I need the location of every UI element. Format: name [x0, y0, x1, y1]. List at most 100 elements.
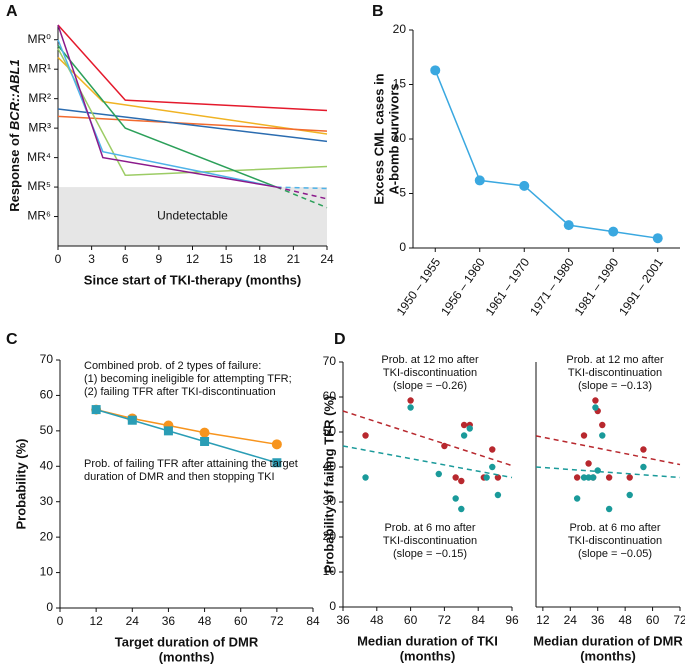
- x-tick-label: 12: [89, 614, 103, 628]
- x-tick-label: 72: [270, 614, 284, 628]
- point: [466, 425, 473, 432]
- annotation: Prob. of failing TFR after attaining the…: [84, 458, 298, 470]
- x-tick-label: 60: [404, 613, 418, 627]
- x-tick-label: 3: [88, 252, 95, 266]
- point: [626, 491, 633, 499]
- point: [585, 460, 592, 467]
- point: [519, 180, 530, 191]
- point: [580, 474, 588, 481]
- y-tick-label: 10: [323, 564, 337, 578]
- annotation: TKI-discontinuation: [383, 367, 477, 379]
- y-tick-label: MR⁶: [27, 209, 51, 223]
- y-tick-label: 30: [323, 494, 337, 508]
- point: [489, 463, 496, 471]
- y-tick-label: 0: [399, 240, 406, 254]
- x-tick-label: 12: [186, 252, 200, 266]
- y-axis-label-part: Response of: [7, 130, 22, 212]
- annotation: Prob. at 6 mo after: [384, 522, 475, 534]
- x-tick-label: 1961 – 1970: [483, 255, 533, 318]
- x-tick-label: 60: [646, 613, 660, 627]
- x-axis-label: (months): [580, 648, 636, 663]
- line: [57, 108, 328, 143]
- annotation: (slope = −0.15): [393, 548, 467, 560]
- y-tick-label: MR⁴: [27, 150, 51, 164]
- point: [91, 405, 101, 415]
- line: [276, 186, 328, 209]
- line: [57, 39, 277, 188]
- x-tick-label: 36: [336, 613, 350, 627]
- x-tick-label: 36: [591, 613, 605, 627]
- point: [494, 491, 502, 499]
- point: [441, 442, 448, 450]
- y-axis-label: Probability of failing TFR (%): [321, 396, 336, 574]
- annotation: duration of DMR and then stopping TKI: [84, 471, 275, 483]
- x-tick-label: 48: [370, 613, 384, 627]
- line: [57, 45, 277, 188]
- y-axis-label-part: BCR::ABL1: [7, 59, 22, 130]
- x-tick-label: 6: [122, 252, 129, 266]
- annotation: (slope = −0.05): [578, 548, 652, 560]
- point: [460, 432, 468, 439]
- panel-label: C: [6, 331, 18, 348]
- point: [589, 474, 597, 481]
- y-tick-label: 20: [393, 22, 407, 36]
- point: [605, 474, 613, 481]
- x-tick-label: 12: [536, 613, 550, 627]
- x-axis-label: Target duration of DMR: [115, 634, 259, 649]
- point: [458, 505, 465, 513]
- point: [592, 397, 599, 404]
- line: [57, 24, 328, 112]
- x-tick-label: 84: [472, 613, 486, 627]
- point: [563, 220, 574, 231]
- point: [407, 404, 414, 411]
- y-tick-label: 10: [40, 565, 54, 579]
- x-tick-label: 24: [126, 614, 140, 628]
- y-tick-label: MR⁵: [27, 179, 51, 193]
- point: [199, 427, 210, 438]
- line: [57, 115, 328, 132]
- point: [407, 397, 414, 404]
- point: [626, 474, 633, 481]
- y-tick-label: 50: [323, 424, 337, 438]
- point: [599, 421, 606, 429]
- y-tick-label: 60: [40, 388, 54, 402]
- point: [272, 458, 282, 468]
- x-tick-label: 48: [618, 613, 632, 627]
- x-tick-label: 1950 – 1955: [394, 255, 444, 318]
- point: [585, 474, 592, 481]
- annotation: Prob. at 6 mo after: [569, 522, 660, 534]
- point: [362, 432, 369, 439]
- y-tick-label: 15: [393, 77, 407, 91]
- x-tick-label: 1981 – 1990: [572, 255, 622, 318]
- x-tick-label: 72: [438, 613, 452, 627]
- trend-line: [535, 435, 681, 466]
- x-tick-label: 0: [57, 614, 64, 628]
- panel-label: B: [372, 3, 384, 20]
- x-tick-label: 9: [156, 252, 163, 266]
- x-tick-label: 1971 – 1980: [527, 255, 577, 318]
- x-axis-label: (months): [400, 648, 456, 663]
- point: [640, 463, 647, 471]
- point: [452, 495, 459, 502]
- shade-label: Undetectable: [157, 209, 228, 223]
- x-tick-label: 15: [219, 252, 233, 266]
- y-tick-label: MR²: [28, 91, 51, 105]
- trend-line: [535, 466, 681, 479]
- x-axis-label: Since start of TKI-therapy (months): [84, 272, 301, 287]
- y-tick-label: 60: [323, 389, 337, 403]
- y-axis-label: Response of BCR::ABL1: [7, 59, 22, 211]
- panel-label: D: [334, 331, 346, 348]
- point: [452, 474, 459, 481]
- x-tick-label: 24: [320, 252, 334, 266]
- x-tick-label: 36: [162, 614, 176, 628]
- line: [434, 70, 658, 239]
- y-tick-label: 70: [40, 352, 54, 366]
- x-tick-label: 1991 – 2001: [616, 255, 666, 318]
- point: [580, 432, 588, 439]
- y-tick-label: 40: [40, 458, 54, 472]
- annotation: (2) failing TFR after TKI-discontinuatio…: [84, 386, 276, 398]
- point: [605, 505, 613, 513]
- point: [608, 226, 619, 237]
